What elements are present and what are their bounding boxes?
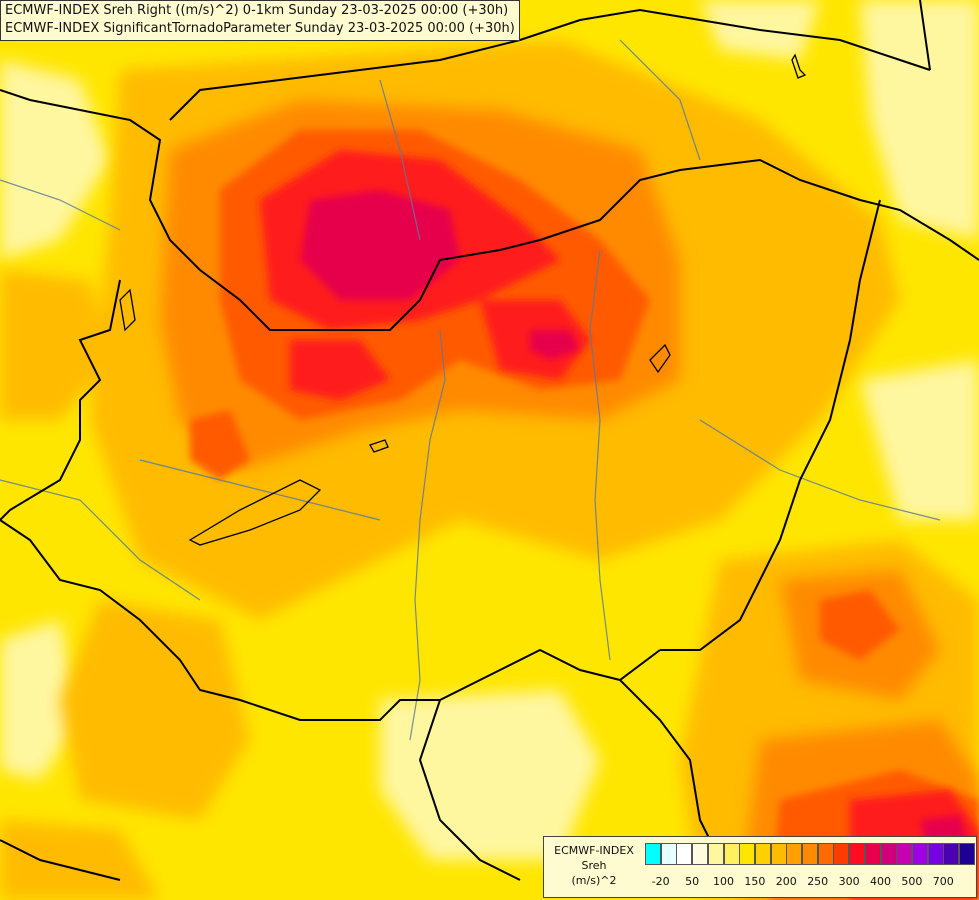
legend-tick-label: 150 [744, 875, 766, 888]
title-line-stp: ECMWF-INDEX SignificantTornadoParameter … [5, 21, 515, 36]
legend-tick-label: 250 [807, 875, 829, 888]
legend-model: ECMWF-INDEX [554, 844, 634, 857]
country-borders [0, 0, 979, 881]
legend-tick-label: -20 [651, 875, 670, 888]
lake-small-2 [649, 343, 671, 374]
legend-swatch [739, 843, 756, 865]
rivers [0, 39, 941, 741]
legend-unit: (m/s)^2 [571, 874, 617, 887]
legend-swatch [770, 843, 787, 865]
legend-swatch [660, 843, 677, 865]
legend-swatch [692, 843, 709, 865]
legend-swatch [896, 843, 913, 865]
legend-swatch [723, 843, 740, 865]
legend-swatch [833, 843, 850, 865]
legend-title: ECMWF-INDEX Sreh (m/s)^2 [546, 843, 642, 888]
lake-small-3 [791, 53, 807, 79]
legend-tick-label: 100 [713, 875, 734, 888]
legend-swatch [927, 843, 944, 865]
legend-swatch [802, 843, 818, 865]
legend-variable: Sreh [581, 859, 607, 872]
legend-swatch [880, 843, 897, 865]
legend-swatch [911, 843, 928, 865]
lake-balaton [188, 479, 322, 546]
legend-swatch [864, 843, 881, 865]
legend-swatch [707, 843, 724, 865]
lake-small-1 [369, 439, 389, 453]
legend-tick-label: 300 [838, 875, 860, 888]
lakes [119, 53, 807, 546]
legend-tick-label: 50 [685, 875, 700, 888]
legend-swatch [645, 843, 661, 865]
legend-swatch [754, 843, 771, 865]
legend-swatch [943, 843, 960, 865]
legend-swatch [676, 843, 693, 865]
map-title-box: ECMWF-INDEX Sreh Right ((m/s)^2) 0-1km S… [0, 0, 520, 41]
color-legend: ECMWF-INDEX Sreh (m/s)^2 -20 50 100 150 200 2… [543, 836, 977, 898]
legend-tick-label: 200 [775, 875, 797, 888]
legend-tick-label: 500 [901, 875, 923, 888]
legend-swatch [849, 843, 866, 865]
legend-swatch [786, 843, 803, 865]
title-line-sreh: ECMWF-INDEX Sreh Right ((m/s)^2) 0-1km S… [5, 3, 509, 18]
legend-tick-label: 400 [870, 875, 891, 888]
legend-swatch [817, 843, 834, 865]
lake-neusiedl [119, 288, 136, 332]
legend-swatch [959, 843, 975, 865]
legend-tick-label: 700 [932, 875, 954, 888]
